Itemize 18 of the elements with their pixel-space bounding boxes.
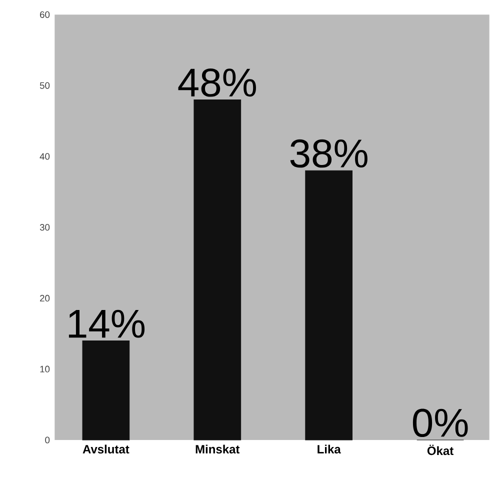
x-tick-label: Lika — [318, 444, 341, 454]
y-tick-label: 10 — [40, 366, 50, 372]
y-tick-label: 40 — [40, 153, 50, 160]
data-label: 38% — [290, 139, 368, 168]
bar — [305, 170, 353, 440]
bar — [82, 340, 130, 440]
bar — [194, 99, 242, 440]
x-tick-label: Ökat — [427, 444, 454, 456]
y-tick-label: 0 — [45, 436, 50, 444]
y-tick-label: 20 — [40, 294, 50, 302]
y-tick-label: 50 — [40, 82, 50, 89]
data-label: 48% — [178, 68, 256, 97]
data-label: 0% — [412, 408, 468, 438]
x-tick-label: Avslutat — [82, 444, 130, 454]
data-label: 14% — [68, 310, 145, 338]
y-tick-label: 30 — [40, 224, 50, 231]
x-tick-label: Minskat — [196, 444, 240, 454]
y-tick-label: 60 — [40, 11, 50, 18]
